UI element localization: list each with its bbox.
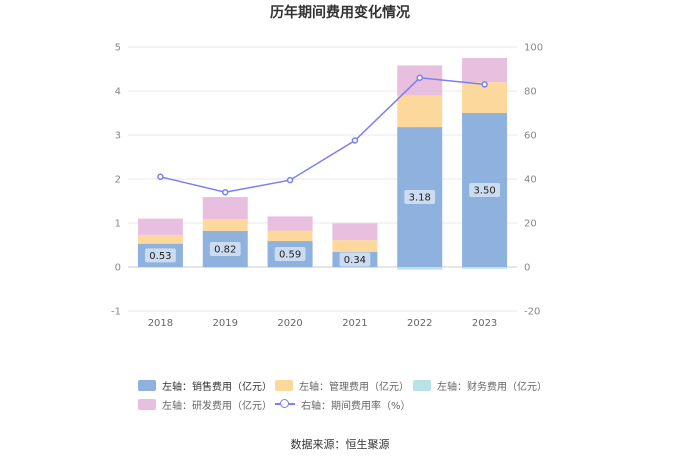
bar-segment (462, 267, 508, 269)
legend-swatch-admin (275, 379, 293, 391)
expense-ratio-point (222, 188, 229, 196)
left-tick-label: 2 (115, 175, 121, 186)
right-tick-label: 100 (524, 43, 543, 54)
bar-data-label: 0.34 (344, 255, 366, 266)
bar-segment (202, 267, 248, 268)
bar-label-bg (274, 247, 306, 262)
right-tick-label: 20 (524, 219, 537, 230)
bar-data-labels: 0.53 0.82 0.59 0.34 3.18 3.50 (145, 183, 500, 267)
legend-item-rnd[interactable]: 左轴：研发费用（亿元） (138, 397, 272, 412)
left-tick-label: 3 (115, 131, 121, 142)
bar-segment (202, 197, 248, 220)
legend-item-admin[interactable]: 左轴：管理费用（亿元） (275, 378, 409, 393)
right-y-axis: -20 0 20 40 60 80 100 (524, 43, 543, 318)
left-tick-label: 5 (115, 43, 121, 54)
bar-segment (202, 219, 248, 231)
bar-label-bg (339, 252, 371, 267)
expense-ratio-line (160, 77, 485, 193)
legend-label-finance: 左轴：财务费用（亿元） (437, 381, 547, 393)
right-tick-label: 0 (524, 263, 530, 274)
left-tick-label: 4 (115, 87, 121, 98)
left-y-axis: -1 0 1 2 3 4 5 (111, 43, 121, 318)
bar-segment (137, 267, 183, 268)
right-tick-label: 60 (524, 131, 537, 142)
line-series (157, 74, 488, 196)
legend-swatch-finance (413, 379, 431, 391)
bar-label-bg (469, 183, 500, 197)
bar-segment (267, 230, 313, 242)
legend-swatch-sales (138, 379, 156, 391)
x-tick-label: 2018 (148, 318, 173, 329)
legend-label-sales: 左轴：销售费用（亿元） (162, 381, 272, 393)
x-tick-label: 2021 (342, 318, 367, 329)
legend-item-sales[interactable]: 左轴：销售费用（亿元） (138, 378, 272, 393)
left-tick-label: 0 (115, 263, 121, 274)
bar-data-label: 0.59 (279, 250, 301, 261)
legend-label-rnd: 左轴：研发费用（亿元） (162, 400, 272, 412)
expense-ratio-point (286, 176, 294, 184)
legend-item-finance[interactable]: 左轴：财务费用（亿元） (413, 378, 547, 393)
bar-data-label: 0.53 (149, 251, 171, 262)
bar-data-label: 3.18 (409, 193, 431, 204)
bar-data-label: 3.50 (473, 186, 495, 197)
bar-segment (332, 267, 378, 268)
right-tick-label: 80 (524, 87, 537, 98)
legend-line-marker (275, 398, 295, 410)
legend-label-expense-ratio: 右轴：期间费用率（%） (301, 400, 411, 412)
bar-segment (137, 218, 183, 235)
bar-label-bg (404, 190, 436, 205)
expense-ratio-point (351, 137, 359, 144)
x-tick-label: 2019 (213, 318, 238, 329)
x-tick-label: 2022 (407, 318, 432, 329)
bar-label-bg (209, 241, 241, 256)
bar-data-label: 0.82 (214, 244, 236, 255)
legend-item-expense-ratio[interactable]: 右轴：期间费用率（%） (275, 397, 411, 412)
bar-segment (332, 240, 378, 253)
right-tick-label: -20 (524, 307, 540, 318)
bar-segment (267, 267, 313, 268)
bar-segment (332, 223, 378, 241)
x-tick-label: 2020 (277, 318, 302, 329)
gridlines (128, 46, 517, 312)
bar-segment (462, 58, 508, 83)
left-tick-label: -1 (111, 307, 121, 318)
bar-series (137, 58, 508, 270)
data-source: 数据来源：恒生聚源 (290, 438, 390, 451)
expense-ratio-point (157, 173, 164, 181)
bar-segment (397, 95, 443, 128)
expense-ratio-point (481, 81, 488, 88)
bar-segment (267, 216, 313, 231)
left-tick-label: 1 (115, 219, 121, 230)
legend-swatch-rnd (138, 398, 156, 410)
bar-label-bg (145, 248, 176, 263)
x-tick-label: 2023 (472, 318, 497, 329)
bar-segment (397, 267, 443, 270)
bar-segment (137, 234, 183, 244)
chart-title: 历年期间费用变化情况 (270, 5, 410, 21)
x-axis: 2018 2019 2020 2021 2022 2023 (128, 266, 517, 329)
expense-ratio-point (416, 74, 423, 82)
legend-label-admin: 左轴：管理费用（亿元） (299, 381, 409, 393)
right-tick-label: 40 (524, 175, 537, 186)
